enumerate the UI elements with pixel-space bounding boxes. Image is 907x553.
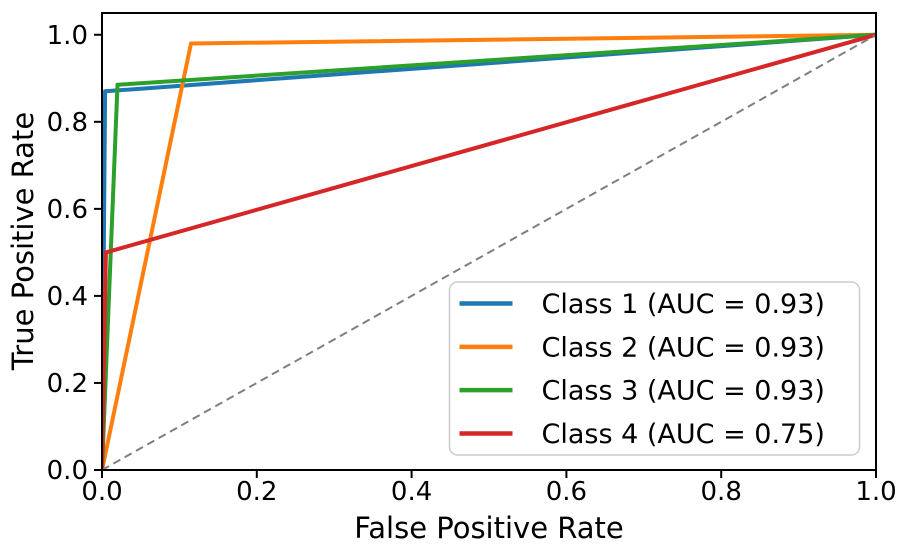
x-tick-label: 0.8 <box>701 477 742 507</box>
legend-label: Class 3 (AUC = 0.93) <box>542 376 825 407</box>
y-tick-label: 0.8 <box>47 108 88 138</box>
x-tick-label: 0.4 <box>391 477 432 507</box>
legend: Class 1 (AUC = 0.93) Class 2 (AUC = 0.93)… <box>448 281 861 456</box>
x-tick-label: 1.0 <box>855 477 896 507</box>
y-axis-label: True Positive Rate <box>6 112 40 371</box>
legend-entry: Class 3 (AUC = 0.93) <box>459 376 825 407</box>
roc-curve-class-4 <box>102 32 876 470</box>
axis-ticks: 0.0 0.2 0.4 0.6 0.8 1.0 0.0 0.2 0.4 0.6 0.8 1.0 <box>47 21 897 507</box>
legend-label: Class 1 (AUC = 0.93) <box>542 289 825 320</box>
y-tick-label: 0.2 <box>47 369 88 399</box>
legend-label: Class 2 (AUC = 0.93) <box>542 332 825 363</box>
x-tick-label: 0.6 <box>546 477 587 507</box>
y-tick-label: 0.4 <box>47 282 88 312</box>
legend-entry: Class 1 (AUC = 0.93) <box>459 289 825 320</box>
roc-curves <box>102 32 876 470</box>
roc-curve-class-2 <box>102 32 876 470</box>
y-tick-label: 0.6 <box>47 195 88 225</box>
x-axis-label: False Positive Rate <box>354 511 624 545</box>
y-tick-label: 1.0 <box>47 21 88 51</box>
y-tick-label: 0.0 <box>47 456 88 486</box>
legend-box <box>448 281 861 456</box>
legend-label: Class 4 (AUC = 0.75) <box>542 419 825 450</box>
legend-entry: Class 4 (AUC = 0.75) <box>459 419 825 450</box>
roc-curve-class-3 <box>102 32 876 470</box>
roc-curve-chance-diagonal <box>102 33 876 470</box>
plot-border <box>101 12 877 471</box>
x-tick-label: 0.0 <box>81 477 122 507</box>
legend-entry: Class 2 (AUC = 0.93) <box>459 332 825 363</box>
x-tick-label: 0.2 <box>236 477 277 507</box>
